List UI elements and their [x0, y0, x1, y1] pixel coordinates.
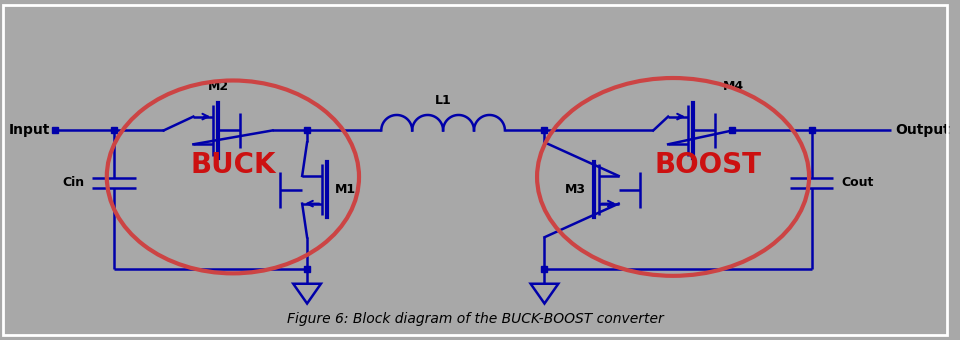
Text: Input: Input: [9, 123, 50, 137]
Text: M2: M2: [207, 80, 228, 93]
Text: Figure 6: Block diagram of the BUCK-BOOST converter: Figure 6: Block diagram of the BUCK-BOOS…: [287, 312, 663, 326]
Text: Cin: Cin: [62, 176, 84, 189]
Text: L1: L1: [435, 94, 451, 107]
Text: M4: M4: [723, 80, 744, 93]
Text: BUCK: BUCK: [190, 151, 276, 179]
Text: BOOST: BOOST: [654, 151, 761, 179]
Text: M3: M3: [565, 183, 586, 196]
Text: Output: Output: [896, 123, 950, 137]
Text: Cout: Cout: [841, 176, 874, 189]
Text: M1: M1: [335, 183, 356, 196]
